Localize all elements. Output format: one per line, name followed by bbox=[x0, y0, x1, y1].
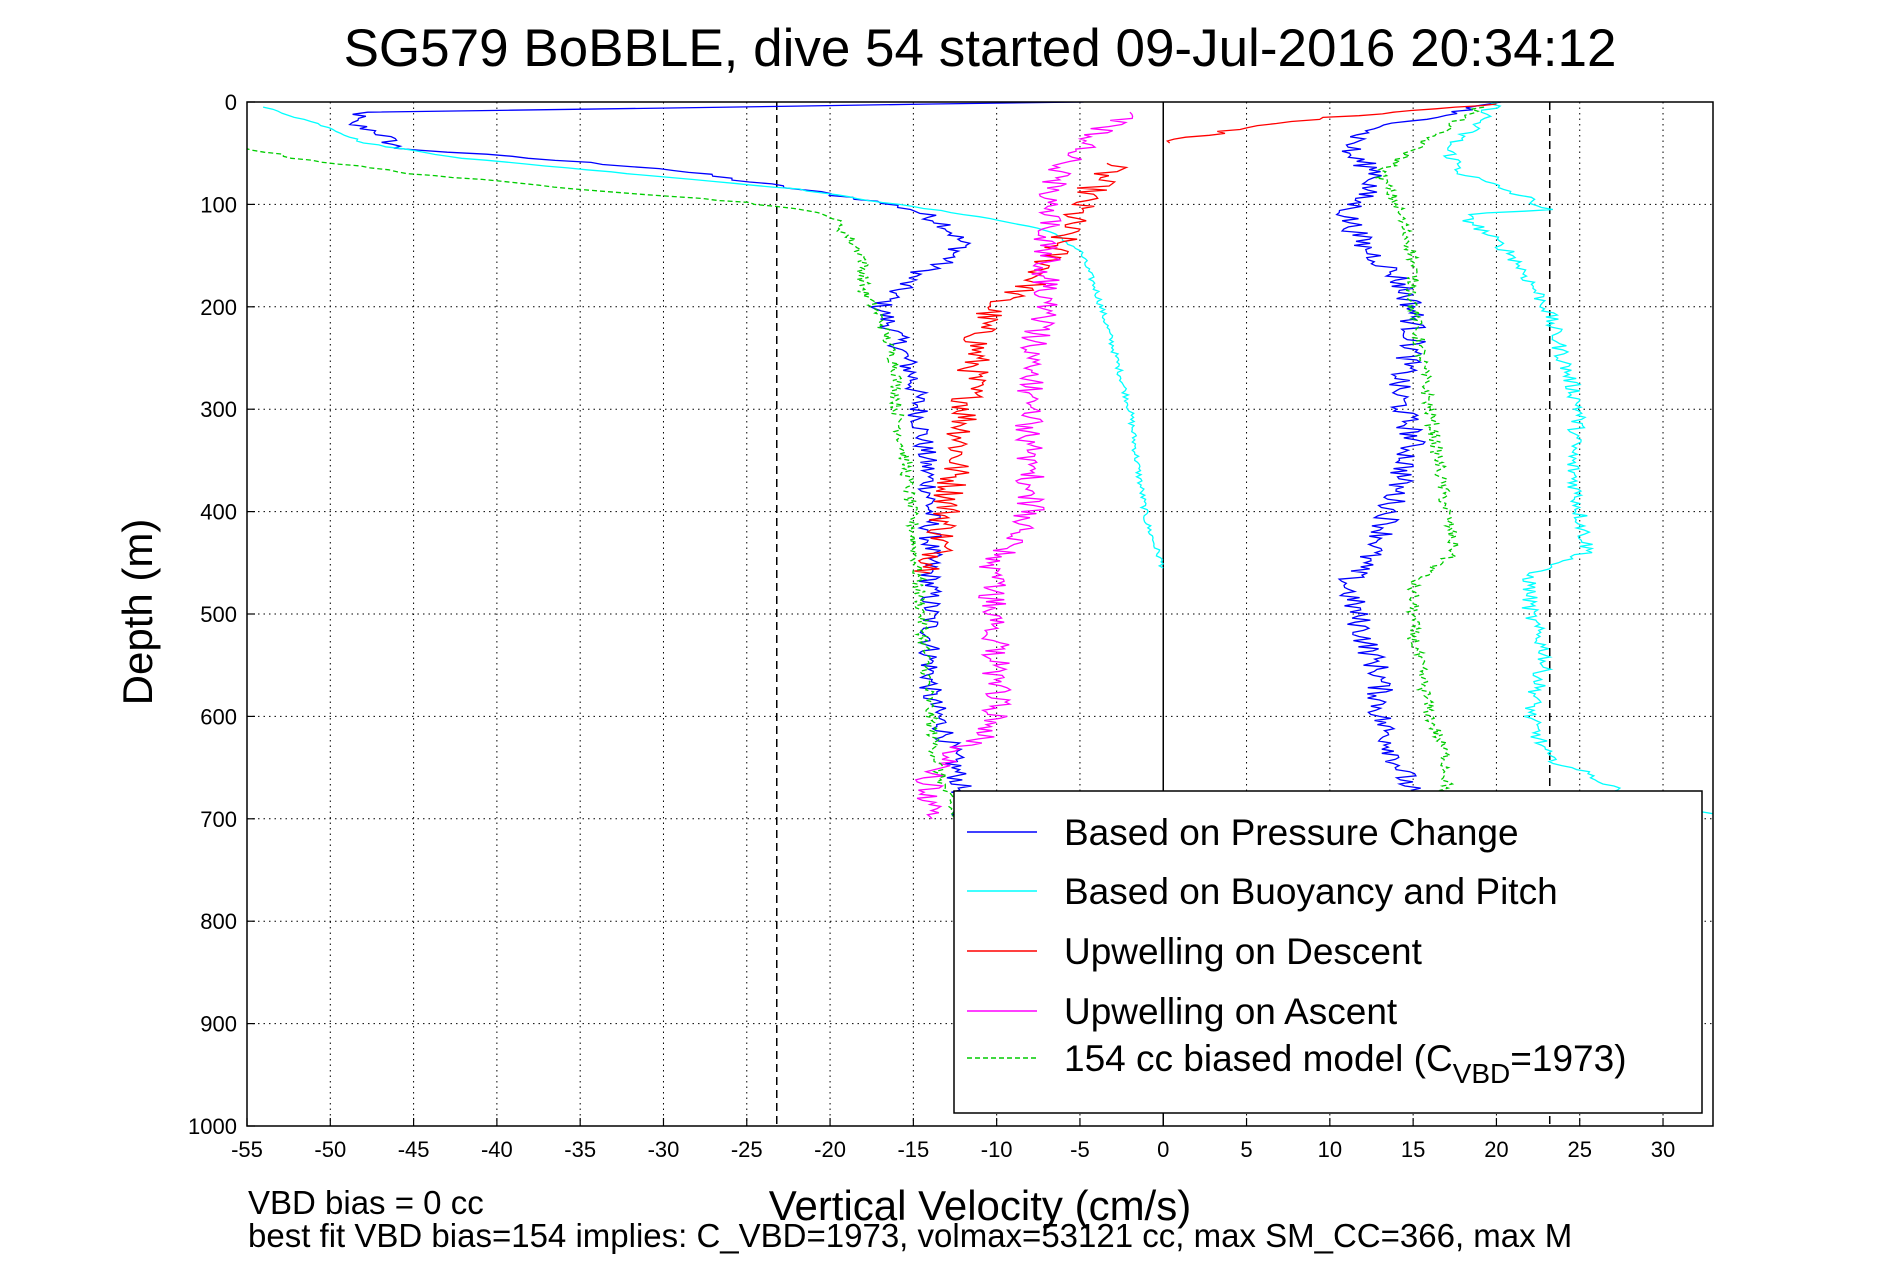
x-axis-ticks: -55 -50 -45 -40 -35 -30 -25 -20 -15 -10 -5 0 5 10 15 20… bbox=[231, 1118, 1675, 1162]
x-tick-label: -50 bbox=[314, 1137, 346, 1162]
legend-label: Based on Pressure Change bbox=[1064, 812, 1519, 853]
x-tick-label: 15 bbox=[1401, 1137, 1425, 1162]
series-line bbox=[1442, 102, 1713, 815]
y-tick-label: 600 bbox=[200, 704, 237, 729]
chart-title: SG579 BoBBLE, dive 54 started 09-Jul-201… bbox=[344, 19, 1617, 78]
x-tick-label: -40 bbox=[481, 1137, 513, 1162]
x-tick-label: 0 bbox=[1157, 1137, 1169, 1162]
series-line bbox=[914, 111, 1134, 820]
series-line bbox=[262, 106, 1165, 569]
y-tick-label: 0 bbox=[225, 90, 237, 115]
x-tick-label: -30 bbox=[648, 1137, 680, 1162]
x-axis-label: Vertical Velocity (cm/s) bbox=[769, 1182, 1191, 1229]
y-tick-label: 100 bbox=[200, 192, 237, 217]
x-tick-label: 30 bbox=[1651, 1137, 1675, 1162]
y-tick-label: 700 bbox=[200, 807, 237, 832]
x-tick-label: 25 bbox=[1567, 1137, 1591, 1162]
footer-line-1: VBD bias = 0 cc bbox=[248, 1184, 484, 1221]
x-tick-label: 5 bbox=[1240, 1137, 1252, 1162]
series-line bbox=[914, 162, 1129, 574]
x-tick-label: 20 bbox=[1484, 1137, 1508, 1162]
y-tick-label: 500 bbox=[200, 602, 237, 627]
series-line bbox=[247, 148, 956, 819]
y-tick-label: 200 bbox=[200, 295, 237, 320]
x-tick-label: 10 bbox=[1318, 1137, 1342, 1162]
y-axis-ticks: 0 100 200 300 400 500 600 700 800 900 1000 bbox=[188, 90, 255, 1139]
legend-label: Based on Buoyancy and Pitch bbox=[1064, 871, 1558, 912]
legend: Based on Pressure Change Based on Buoyanc… bbox=[953, 790, 1703, 1114]
y-tick-label: 300 bbox=[200, 397, 237, 422]
x-tick-label: -10 bbox=[981, 1137, 1013, 1162]
y-tick-label: 800 bbox=[200, 909, 237, 934]
y-tick-label: 400 bbox=[200, 500, 237, 525]
x-tick-label: -15 bbox=[897, 1137, 929, 1162]
x-tick-label: -20 bbox=[814, 1137, 846, 1162]
series-line bbox=[1165, 103, 1497, 144]
x-tick-label: -25 bbox=[731, 1137, 763, 1162]
series-line bbox=[348, 102, 1084, 820]
x-tick-label: -35 bbox=[564, 1137, 596, 1162]
x-tick-label: -5 bbox=[1070, 1137, 1090, 1162]
x-tick-label: -55 bbox=[231, 1137, 263, 1162]
footer-line-2: best fit VBD bias=154 implies: C_VBD=197… bbox=[248, 1217, 1572, 1254]
x-tick-label: -45 bbox=[398, 1137, 430, 1162]
legend-label: Upwelling on Descent bbox=[1064, 931, 1423, 972]
y-tick-label: 1000 bbox=[188, 1114, 237, 1139]
series-line bbox=[1375, 106, 1485, 799]
series-line bbox=[1335, 102, 1502, 799]
y-tick-label: 900 bbox=[200, 1012, 237, 1037]
legend-label: Upwelling on Ascent bbox=[1064, 991, 1398, 1032]
y-axis-label: Depth (m) bbox=[114, 519, 161, 706]
series-group bbox=[247, 102, 1713, 820]
legend-box bbox=[953, 790, 1703, 1114]
